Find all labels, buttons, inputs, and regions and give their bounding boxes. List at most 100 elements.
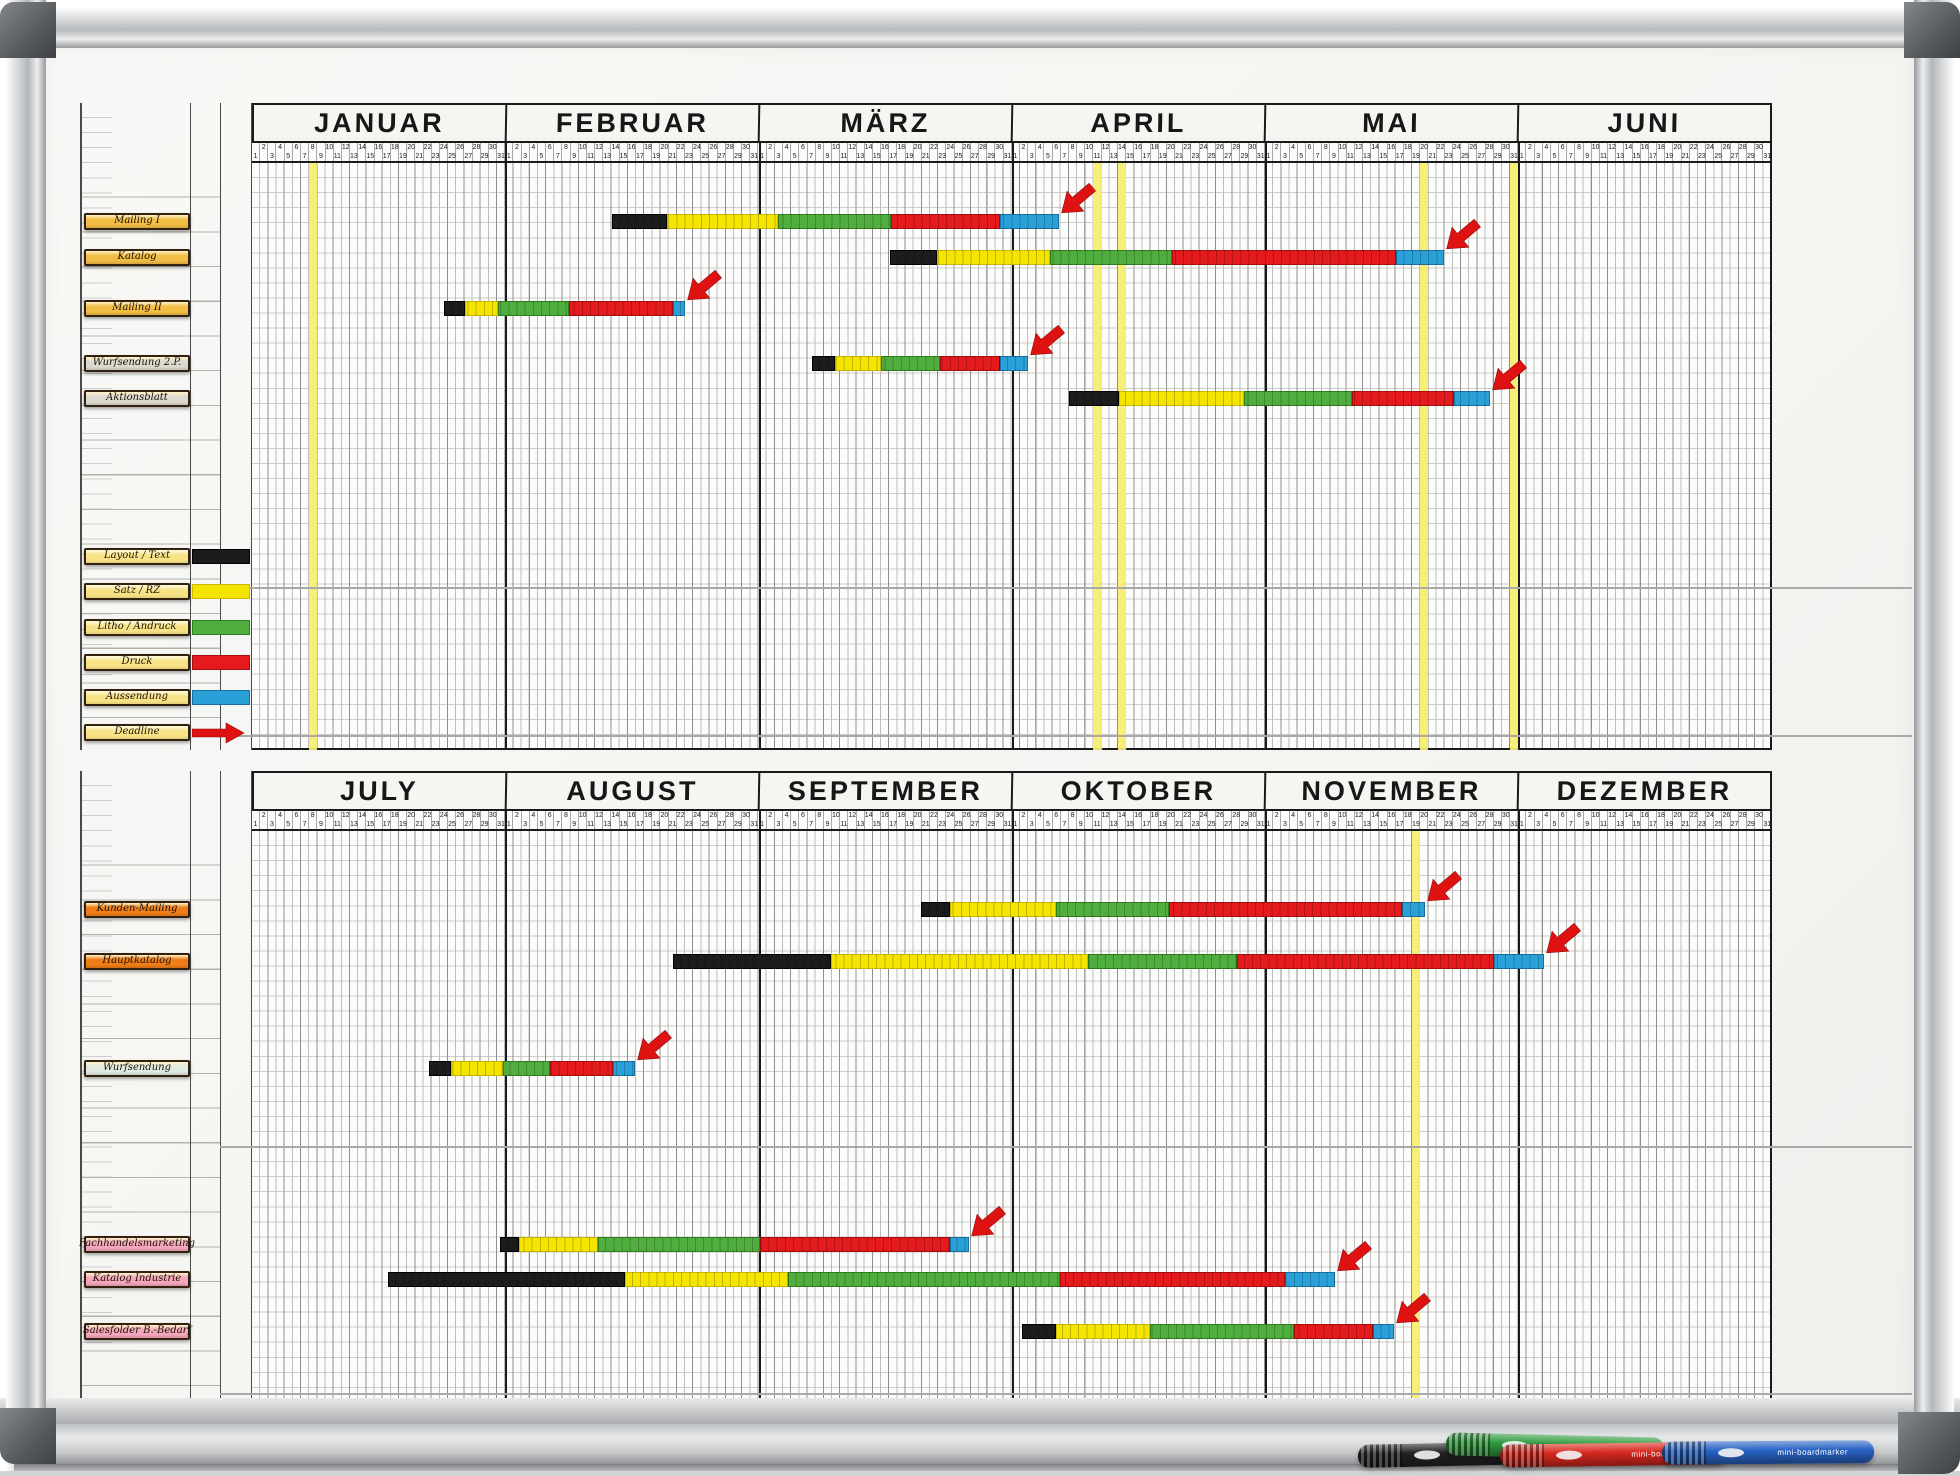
legend-swatch-green[interactable] xyxy=(192,620,250,635)
legend-plate[interactable]: Druck xyxy=(84,654,190,671)
project-bar[interactable] xyxy=(1068,391,1491,406)
bar-segment-green[interactable] xyxy=(1055,902,1170,917)
deadline-arrow[interactable] xyxy=(1421,866,1465,910)
label-plate[interactable]: Kunden-Mailing xyxy=(84,901,190,918)
deadline-arrow[interactable] xyxy=(1440,214,1484,258)
label-plate[interactable]: Fachhandelsmarketing xyxy=(79,1236,195,1253)
bar-segment-black[interactable] xyxy=(812,356,836,371)
bar-segment-black[interactable] xyxy=(443,301,466,316)
bar-segment-black[interactable] xyxy=(921,902,951,917)
bar-segment-blue[interactable] xyxy=(1453,391,1491,406)
bar-segment-green[interactable] xyxy=(1243,391,1353,406)
legend-deadline-arrow[interactable] xyxy=(191,722,252,744)
bar-segment-blue[interactable] xyxy=(1000,214,1060,229)
bar-segment-green[interactable] xyxy=(1050,250,1172,265)
label-plate[interactable]: Wurfsendung 2.P. xyxy=(84,355,190,372)
bar-segment-blue[interactable] xyxy=(1285,1272,1336,1287)
bar-segment-yellow[interactable] xyxy=(667,214,779,229)
label-plate[interactable]: Wurfsendung xyxy=(84,1060,190,1077)
bar-segment-red[interactable] xyxy=(1237,954,1494,969)
bar-segment-yellow[interactable] xyxy=(450,1061,503,1076)
bar-segment-black[interactable] xyxy=(500,1237,520,1252)
bar-segment-green[interactable] xyxy=(881,356,940,371)
label-plate[interactable]: Salesfolder B.-Bedarf xyxy=(83,1323,191,1340)
bar-segment-green[interactable] xyxy=(1087,954,1238,969)
legend-plate[interactable]: Aussendung xyxy=(84,689,190,706)
label-plate[interactable]: Aktionsblatt xyxy=(84,390,190,407)
bar-segment-black[interactable] xyxy=(672,954,832,969)
bar-segment-black[interactable] xyxy=(1022,1324,1056,1339)
deadline-arrow[interactable] xyxy=(1331,1236,1375,1280)
bar-segment-red[interactable] xyxy=(1059,1272,1286,1287)
bar-segment-blue[interactable] xyxy=(613,1061,636,1076)
bar-segment-yellow[interactable] xyxy=(1055,1324,1150,1339)
bar-segment-green[interactable] xyxy=(787,1272,1060,1287)
bar-segment-black[interactable] xyxy=(612,214,667,229)
deadline-arrow[interactable] xyxy=(1055,178,1099,222)
project-bar[interactable] xyxy=(612,214,1060,229)
project-bar[interactable] xyxy=(429,1061,636,1076)
bar-segment-black[interactable] xyxy=(429,1061,451,1076)
bar-segment-blue[interactable] xyxy=(1395,250,1444,265)
deadline-arrow[interactable] xyxy=(965,1201,1009,1245)
bar-segment-yellow[interactable] xyxy=(937,250,1051,265)
label-plate[interactable]: Mailing I xyxy=(84,213,190,230)
bar-segment-yellow[interactable] xyxy=(625,1272,788,1287)
highlight-day-column[interactable] xyxy=(1420,163,1429,750)
bar-segment-red[interactable] xyxy=(568,301,673,316)
bar-segment-red[interactable] xyxy=(1352,391,1454,406)
legend-plate[interactable]: Litho / Andruck xyxy=(84,619,190,636)
deadline-arrow[interactable] xyxy=(681,265,725,309)
bar-segment-red[interactable] xyxy=(890,214,1001,229)
label-plate[interactable]: Mailing II xyxy=(84,300,190,317)
highlight-day-column[interactable] xyxy=(1412,831,1421,1417)
bar-segment-blue[interactable] xyxy=(950,1237,970,1252)
bar-segment-yellow[interactable] xyxy=(950,902,1056,917)
bar-segment-red[interactable] xyxy=(1169,902,1403,917)
legend-swatch-black[interactable] xyxy=(192,549,250,564)
legend-swatch-blue[interactable] xyxy=(192,690,250,705)
bar-segment-black[interactable] xyxy=(1068,391,1119,406)
bar-segment-blue[interactable] xyxy=(1000,356,1029,371)
blue-marker[interactable]: mini-boardmarker xyxy=(1661,1440,1875,1465)
bar-segment-yellow[interactable] xyxy=(519,1237,598,1252)
bar-segment-green[interactable] xyxy=(778,214,891,229)
legend-plate[interactable]: Layout / Text xyxy=(84,548,190,565)
bar-segment-blue[interactable] xyxy=(1493,954,1545,969)
highlight-day-column[interactable] xyxy=(1510,163,1519,750)
bar-segment-red[interactable] xyxy=(1171,250,1396,265)
bar-segment-green[interactable] xyxy=(497,301,569,316)
legend-swatch-yellow[interactable] xyxy=(192,584,250,599)
bar-segment-yellow[interactable] xyxy=(831,954,1088,969)
project-bar[interactable] xyxy=(921,902,1426,917)
bar-segment-green[interactable] xyxy=(502,1061,551,1076)
project-bar[interactable] xyxy=(672,954,1545,969)
deadline-arrow[interactable] xyxy=(1540,918,1584,962)
highlight-day-column[interactable] xyxy=(1117,163,1127,750)
bar-segment-black[interactable] xyxy=(890,250,938,265)
legend-plate[interactable]: Deadline xyxy=(84,724,190,741)
bar-segment-black[interactable] xyxy=(387,1272,626,1287)
bar-segment-yellow[interactable] xyxy=(1118,391,1244,406)
project-bar[interactable] xyxy=(500,1237,970,1252)
bar-segment-yellow[interactable] xyxy=(835,356,881,371)
project-bar[interactable] xyxy=(812,356,1029,371)
label-plate[interactable]: Katalog Industrie xyxy=(84,1271,190,1288)
label-plate[interactable]: Hauptkatalog xyxy=(84,953,190,970)
deadline-arrow[interactable] xyxy=(1486,355,1530,399)
deadline-arrow[interactable] xyxy=(1024,320,1068,364)
project-bar[interactable] xyxy=(443,301,685,316)
project-bar[interactable] xyxy=(1022,1324,1395,1339)
legend-swatch-red[interactable] xyxy=(192,655,250,670)
project-bar[interactable] xyxy=(387,1272,1336,1287)
highlight-day-column[interactable] xyxy=(309,163,318,750)
bar-segment-green[interactable] xyxy=(1149,1324,1295,1339)
bar-segment-blue[interactable] xyxy=(672,301,685,316)
bar-segment-red[interactable] xyxy=(760,1237,951,1252)
bar-segment-red[interactable] xyxy=(550,1061,614,1076)
bar-segment-yellow[interactable] xyxy=(465,301,498,316)
bar-segment-green[interactable] xyxy=(597,1237,761,1252)
highlight-day-column[interactable] xyxy=(1093,163,1102,750)
deadline-arrow[interactable] xyxy=(631,1025,675,1069)
bar-segment-blue[interactable] xyxy=(1402,902,1426,917)
